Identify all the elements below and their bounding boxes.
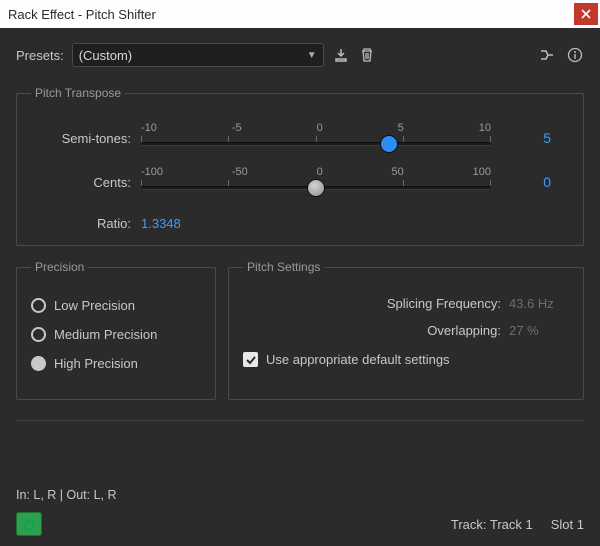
preset-selected: (Custom) — [79, 48, 132, 63]
chevron-down-icon: ▼ — [307, 50, 317, 61]
ratio-value[interactable]: 1.3348 — [141, 216, 569, 231]
semitones-row: Semi-tones: -10 -5 0 5 10 5 — [31, 122, 569, 154]
slot-label: Slot 1 — [551, 517, 584, 532]
close-button[interactable] — [574, 3, 598, 25]
semitones-value[interactable]: 5 — [501, 130, 551, 146]
effect-panel: Presets: (Custom) ▼ Pitch Transpose Semi… — [0, 28, 600, 546]
semitones-slider[interactable]: -10 -5 0 5 10 — [141, 122, 491, 154]
overlapping-value[interactable]: 27 % — [509, 323, 569, 338]
presets-label: Presets: — [16, 48, 64, 63]
pitch-settings-group: Pitch Settings Splicing Frequency: 43.6 … — [228, 260, 584, 400]
precision-medium-label: Medium Precision — [54, 327, 157, 342]
track-label: Track: Track 1 — [451, 517, 533, 532]
pitch-transpose-group: Pitch Transpose Semi-tones: -10 -5 0 5 1… — [16, 86, 584, 246]
preset-delete-button[interactable] — [358, 46, 376, 64]
precision-high-label: High Precision — [54, 356, 138, 371]
radio-icon — [31, 298, 46, 313]
preset-save-button[interactable] — [332, 46, 350, 64]
ratio-row: Ratio: 1.3348 — [31, 216, 569, 231]
checkbox-checked-icon — [243, 352, 258, 367]
power-button[interactable] — [16, 512, 42, 536]
precision-low[interactable]: Low Precision — [31, 298, 201, 313]
pitch-settings-legend: Pitch Settings — [243, 260, 324, 274]
divider — [16, 420, 584, 421]
overlapping-row: Overlapping: 27 % — [243, 323, 569, 338]
titlebar: Rack Effect - Pitch Shifter — [0, 0, 600, 28]
presets-row: Presets: (Custom) ▼ — [16, 38, 584, 72]
use-default-label: Use appropriate default settings — [266, 352, 450, 367]
io-text: In: L, R | Out: L, R — [16, 488, 584, 502]
footer: In: L, R | Out: L, R Track: Track 1 Slot… — [16, 488, 584, 536]
splicing-label: Splicing Frequency: — [387, 296, 501, 311]
precision-medium[interactable]: Medium Precision — [31, 327, 201, 342]
cents-label: Cents: — [31, 175, 131, 190]
precision-low-label: Low Precision — [54, 298, 135, 313]
download-icon — [333, 47, 349, 63]
cents-knob[interactable] — [308, 180, 324, 196]
close-icon — [581, 9, 591, 19]
ratio-label: Ratio: — [31, 216, 131, 231]
info-button[interactable] — [566, 46, 584, 64]
radio-icon-selected — [31, 356, 46, 371]
semitones-label: Semi-tones: — [31, 131, 131, 146]
splicing-value[interactable]: 43.6 Hz — [509, 296, 569, 311]
preset-dropdown[interactable]: (Custom) ▼ — [72, 43, 324, 67]
route-button[interactable] — [538, 46, 556, 64]
semitones-knob[interactable] — [381, 136, 397, 152]
window-title: Rack Effect - Pitch Shifter — [8, 7, 156, 22]
cents-value[interactable]: 0 — [501, 174, 551, 190]
cents-slider[interactable]: -100 -50 0 50 100 — [141, 166, 491, 198]
trash-icon — [359, 47, 375, 63]
precision-legend: Precision — [31, 260, 88, 274]
use-default-row[interactable]: Use appropriate default settings — [243, 352, 569, 367]
precision-group: Precision Low Precision Medium Precision… — [16, 260, 216, 400]
cents-ticks: -100 -50 0 50 100 — [141, 166, 491, 178]
precision-high[interactable]: High Precision — [31, 356, 201, 371]
pitch-transpose-legend: Pitch Transpose — [31, 86, 125, 100]
overlapping-label: Overlapping: — [427, 323, 501, 338]
power-icon — [22, 517, 36, 531]
radio-icon — [31, 327, 46, 342]
splicing-row: Splicing Frequency: 43.6 Hz — [243, 296, 569, 311]
route-icon — [539, 47, 555, 63]
cents-row: Cents: -100 -50 0 50 100 0 — [31, 166, 569, 198]
info-icon — [567, 47, 583, 63]
semitones-ticks: -10 -5 0 5 10 — [141, 122, 491, 134]
